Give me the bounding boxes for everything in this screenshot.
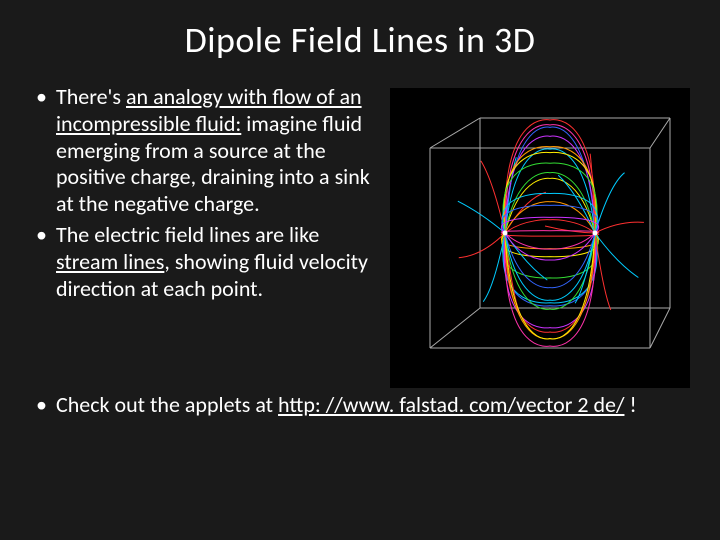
text-column: There's an analogy with flow of an incom… [30,84,372,388]
content-row: There's an analogy with flow of an incom… [30,84,690,388]
bullet-3-prefix: Check out the applets at [56,391,278,418]
applet-link[interactable]: http: //www. falstad. com/vector 2 de/ [278,391,624,418]
bullet-1-prefix: There's [56,83,126,110]
bullet-2-prefix: The electric field lines are like [56,221,319,248]
image-column [390,84,690,388]
bullet-1: There's an analogy with flow of an incom… [30,84,372,218]
bullet-3: Check out the applets at http: //www. fa… [30,392,690,419]
dipole-field-diagram [390,88,690,388]
bullet-3-suffix: ! [624,391,636,418]
slide-title: Dipole Field Lines in 3D [30,18,690,62]
bullet-2-underline: stream lines [56,248,164,275]
bullet-2: The electric field lines are like stream… [30,222,372,302]
bullet-list: There's an analogy with flow of an incom… [30,84,372,303]
